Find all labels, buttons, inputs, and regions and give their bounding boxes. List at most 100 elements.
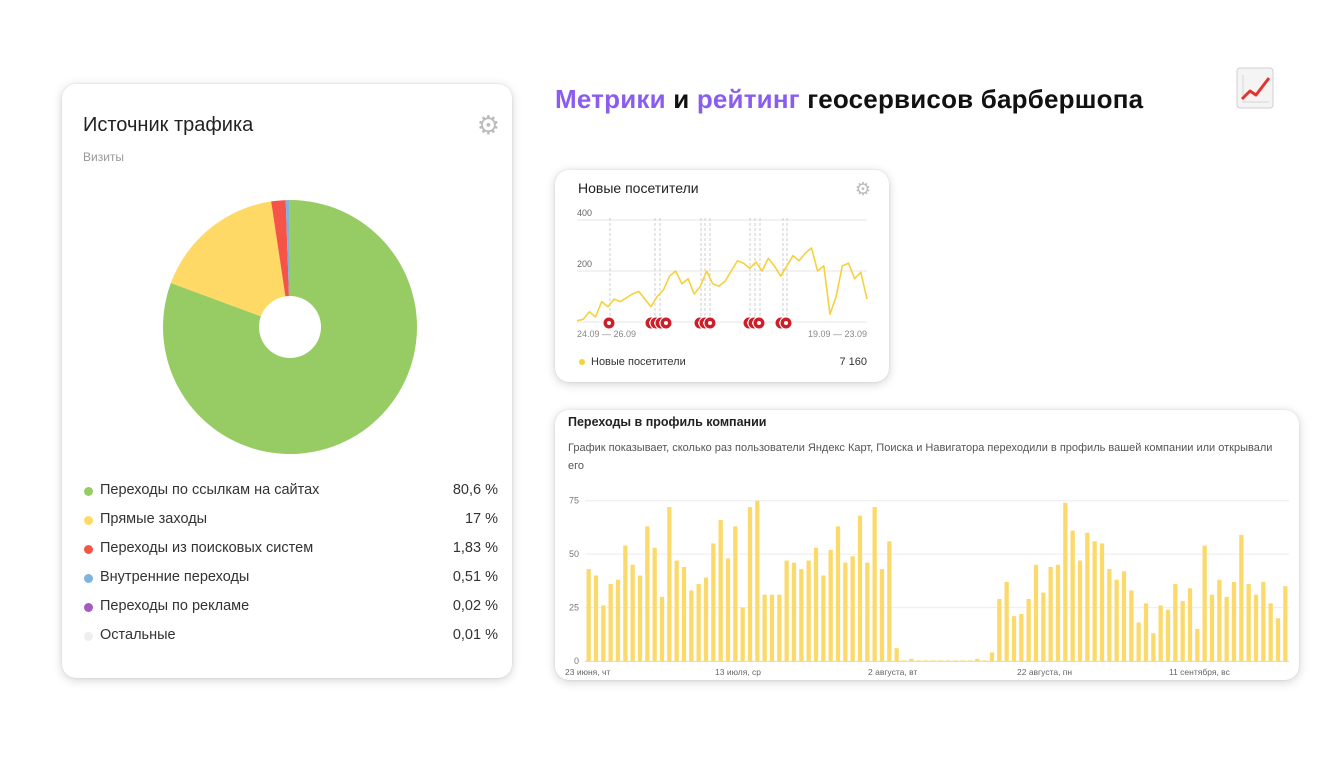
bar <box>923 660 929 661</box>
bar <box>1004 581 1009 661</box>
x-tick-label: 13 июля, ср <box>715 667 761 677</box>
legend-label: Переходы по рекламе <box>100 598 250 614</box>
legend-item[interactable]: Прямые заходы 17 % <box>84 511 498 540</box>
x-tick-label: 23 июня, чт <box>565 667 610 677</box>
bar <box>997 599 1002 661</box>
bar <box>1283 586 1288 661</box>
bar <box>1180 601 1185 661</box>
bar <box>982 660 987 661</box>
bar <box>806 560 811 661</box>
traffic-pie-chart <box>163 199 418 454</box>
y-tick-label: 0 <box>574 656 579 666</box>
legend-item[interactable]: Остальные 0,01 % <box>84 627 498 656</box>
bar <box>1143 603 1149 661</box>
bar <box>938 660 943 661</box>
bar <box>659 596 665 662</box>
event-marker <box>659 316 673 330</box>
bar <box>615 579 621 661</box>
bar <box>1151 633 1156 661</box>
bar <box>601 605 606 661</box>
legend-value: 0,51 % <box>452 569 498 585</box>
legend-dot <box>84 487 93 496</box>
legend-dot <box>84 574 93 583</box>
bar <box>1246 584 1251 661</box>
bar <box>1019 613 1024 661</box>
x-tick-label: 19.09 — 23.09 <box>808 329 867 339</box>
legend-item[interactable]: Переходы по ссылкам на сайтах 80,6 % <box>84 482 498 511</box>
legend-label: Остальные <box>100 627 176 643</box>
visitors-legend-dot <box>579 359 585 365</box>
bar <box>1165 609 1171 661</box>
legend-value: 0,01 % <box>452 627 498 643</box>
traffic-card-subtitle: Визиты <box>83 150 125 164</box>
bar <box>1026 599 1031 661</box>
bar <box>696 584 701 661</box>
legend-value: 1,83 % <box>452 540 498 556</box>
pie-hole <box>259 296 321 358</box>
bar <box>637 575 643 661</box>
bar <box>593 575 599 661</box>
pie-slice <box>285 200 290 327</box>
traffic-card-title: Источник трафика <box>83 114 254 136</box>
legend-label: Прямые заходы <box>100 511 208 527</box>
traffic-legend: Переходы по ссылкам на сайтах 80,6 % Пря… <box>84 482 498 656</box>
bar <box>850 556 855 661</box>
bar <box>1077 560 1083 661</box>
bar <box>608 584 613 661</box>
pie-slice <box>271 200 290 327</box>
bar <box>1085 532 1090 661</box>
headline: Метрики и рейтинг геосервисов барбершопа <box>555 84 1143 115</box>
bar <box>791 562 797 661</box>
event-marker <box>752 316 766 330</box>
profile-card-description: График показывает, сколько раз пользоват… <box>568 442 1273 472</box>
bar <box>1275 618 1281 661</box>
headline-accent-rating: рейтинг <box>696 84 800 114</box>
bar <box>718 519 723 661</box>
legend-label: Переходы из поисковых систем <box>100 540 314 556</box>
bar <box>1136 622 1141 661</box>
pie-slice <box>170 201 290 327</box>
bar <box>901 660 907 661</box>
bar <box>1011 616 1017 661</box>
traffic-source-card: Источник трафика Визиты ⚙ Переходы по сс… <box>62 84 512 678</box>
y-tick-label: 400 <box>577 208 592 218</box>
profile-bar-chart: 0 25 50 75 23 июня, чт 13 июля, ср 2 августа, … <box>565 496 1289 677</box>
bar <box>674 560 679 661</box>
legend-item[interactable]: Внутренние переходы 0,51 % <box>84 569 498 598</box>
bar <box>1107 569 1112 661</box>
bar <box>667 507 672 661</box>
bar <box>1129 590 1134 661</box>
bar <box>755 500 760 661</box>
legend-dot <box>84 632 93 641</box>
legend-item[interactable]: Переходы из поисковых систем 1,83 % <box>84 540 498 569</box>
series-line <box>576 247 868 322</box>
bar <box>740 607 745 661</box>
bar <box>1209 594 1215 661</box>
bar <box>1033 564 1039 661</box>
bar <box>1239 534 1244 661</box>
bar <box>1063 502 1068 661</box>
legend-label: Внутренние переходы <box>100 569 250 585</box>
x-tick-label: 11 сентября, вс <box>1169 667 1231 677</box>
legend-item[interactable]: Переходы по рекламе 0,02 % <box>84 598 498 627</box>
legend-label: Переходы по ссылкам на сайтах <box>100 482 320 498</box>
bar <box>1231 581 1237 661</box>
legend-dot <box>84 516 93 525</box>
bar <box>1158 605 1163 661</box>
legend-value: 0,02 % <box>452 598 498 614</box>
gear-icon[interactable]: ⚙ <box>476 110 500 140</box>
y-tick-label: 200 <box>577 259 592 269</box>
legend-dot <box>84 545 93 554</box>
bar <box>1173 584 1178 661</box>
bar <box>821 575 826 661</box>
bar <box>1121 571 1127 661</box>
profile-transitions-card: Переходы в профиль компании График показ… <box>555 410 1299 680</box>
bar <box>1202 545 1207 661</box>
bar <box>1048 566 1053 661</box>
bar <box>652 547 657 661</box>
bar <box>843 562 848 661</box>
y-tick-label: 50 <box>569 549 579 559</box>
bar <box>681 566 687 661</box>
visitors-card-title: Новые посетители <box>578 180 699 196</box>
gear-icon[interactable]: ⚙ <box>854 179 871 199</box>
